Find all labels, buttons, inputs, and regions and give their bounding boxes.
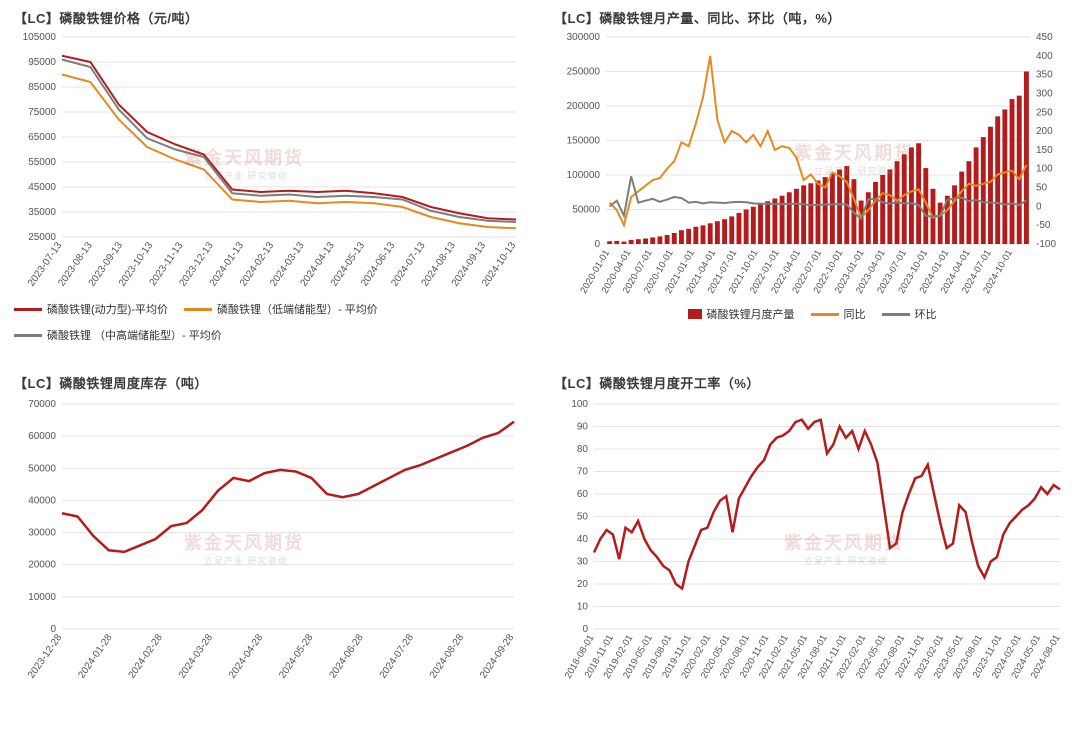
svg-text:400: 400 [1036, 51, 1053, 62]
panel-production: 【LC】磷酸铁锂月产量、同比、环比（吨，%） 05000010000015000… [540, 0, 1080, 365]
svg-text:70000: 70000 [28, 399, 56, 410]
svg-text:300000: 300000 [567, 32, 601, 43]
panel1-legend: 磷酸铁锂(动力型)-平均价磷酸铁锂（低端储能型）- 平均价磷酸铁锂 （中高端储能… [14, 301, 530, 343]
svg-text:75000: 75000 [28, 107, 56, 118]
svg-text:85000: 85000 [28, 82, 56, 93]
legend-item: 磷酸铁锂(动力型)-平均价 [14, 301, 168, 317]
svg-text:2024-01-28: 2024-01-28 [76, 632, 115, 681]
svg-text:-50: -50 [1036, 220, 1051, 231]
svg-text:100: 100 [571, 399, 588, 410]
svg-text:30000: 30000 [28, 528, 56, 539]
panel1-chart: 25000 35000 45000 55000 65000 75000 85000 95000… [14, 29, 530, 299]
svg-text:2024-05-28: 2024-05-28 [277, 632, 316, 681]
svg-text:2024-02-28: 2024-02-28 [127, 632, 166, 681]
svg-text:105000: 105000 [23, 32, 57, 43]
svg-text:60: 60 [577, 489, 589, 500]
legend-item: 同比 [811, 306, 866, 322]
svg-text:50: 50 [1036, 183, 1048, 194]
panel2-svg: 0 50000 100000 150000 200000 250000 300000 -100… [554, 29, 1070, 304]
svg-text:2024-04-28: 2024-04-28 [227, 632, 266, 681]
svg-text:-100: -100 [1036, 239, 1056, 250]
svg-text:250000: 250000 [567, 67, 601, 78]
svg-text:35000: 35000 [28, 207, 56, 218]
svg-text:50: 50 [577, 512, 589, 523]
svg-text:30: 30 [577, 557, 589, 568]
svg-text:200000: 200000 [567, 101, 601, 112]
svg-text:250: 250 [1036, 107, 1053, 118]
legend-item: 磷酸铁锂 （中高端储能型）- 平均价 [14, 327, 222, 343]
svg-text:100000: 100000 [567, 170, 601, 181]
panel2-chart: 0 50000 100000 150000 200000 250000 300000 -100… [554, 29, 1070, 304]
svg-text:60000: 60000 [28, 431, 56, 442]
svg-text:350: 350 [1036, 70, 1053, 81]
svg-text:45000: 45000 [28, 182, 56, 193]
panel-price: 【LC】磷酸铁锂价格（元/吨） 25000 35000 45000 55000 6500… [0, 0, 540, 365]
svg-text:2024-09-28: 2024-09-28 [478, 632, 517, 681]
panel3-chart: 0100002000030000400005000060000700002023… [14, 394, 530, 694]
svg-text:20: 20 [577, 579, 589, 590]
svg-text:50000: 50000 [572, 205, 600, 216]
svg-text:95000: 95000 [28, 57, 56, 68]
panel3-title: 【LC】磷酸铁锂周度库存（吨） [14, 373, 530, 392]
svg-text:2024-08-28: 2024-08-28 [428, 632, 467, 681]
svg-text:10: 10 [577, 602, 589, 613]
svg-text:200: 200 [1036, 126, 1053, 137]
svg-text:10000: 10000 [28, 592, 56, 603]
svg-text:150000: 150000 [567, 136, 601, 147]
svg-text:20000: 20000 [28, 560, 56, 571]
panel4-chart: 01020304050607080901002018-08-012018-11-… [554, 394, 1070, 694]
panel1-svg: 25000 35000 45000 55000 65000 75000 85000 95000… [14, 29, 524, 299]
svg-text:70: 70 [577, 467, 589, 478]
legend-item: 磷酸铁锂（低端储能型）- 平均价 [184, 301, 378, 317]
svg-text:2024-07-28: 2024-07-28 [378, 632, 417, 681]
svg-text:2023-12-28: 2023-12-28 [26, 632, 65, 681]
legend-item: 磷酸铁锂月度产量 [688, 306, 795, 322]
svg-text:80: 80 [577, 444, 589, 455]
svg-text:100: 100 [1036, 164, 1053, 175]
panel2-legend: 磷酸铁锂月度产量同比环比 [554, 306, 1070, 322]
svg-text:55000: 55000 [28, 157, 56, 168]
svg-text:2024-06-28: 2024-06-28 [327, 632, 366, 681]
svg-text:0: 0 [1036, 201, 1042, 212]
svg-text:300: 300 [1036, 88, 1053, 99]
svg-text:450: 450 [1036, 32, 1053, 43]
panel2-title: 【LC】磷酸铁锂月产量、同比、环比（吨，%） [554, 8, 1070, 27]
panel4-title: 【LC】磷酸铁锂月度开工率（%） [554, 373, 1070, 392]
svg-text:150: 150 [1036, 145, 1053, 156]
legend-item: 环比 [882, 306, 937, 322]
svg-text:25000: 25000 [28, 232, 56, 243]
svg-text:2024-03-28: 2024-03-28 [177, 632, 216, 681]
panel1-title: 【LC】磷酸铁锂价格（元/吨） [14, 8, 530, 27]
svg-text:40000: 40000 [28, 495, 56, 506]
panel3-svg: 0100002000030000400005000060000700002023… [14, 394, 524, 694]
panel-utilization: 【LC】磷酸铁锂月度开工率（%） 01020304050607080901002… [540, 365, 1080, 730]
svg-text:40: 40 [577, 534, 589, 545]
panel4-svg: 01020304050607080901002018-08-012018-11-… [554, 394, 1070, 694]
panel-inventory: 【LC】磷酸铁锂周度库存（吨） 010000200003000040000500… [0, 365, 540, 730]
svg-text:0: 0 [594, 239, 600, 250]
svg-text:65000: 65000 [28, 132, 56, 143]
svg-text:90: 90 [577, 422, 589, 433]
svg-text:50000: 50000 [28, 463, 56, 474]
